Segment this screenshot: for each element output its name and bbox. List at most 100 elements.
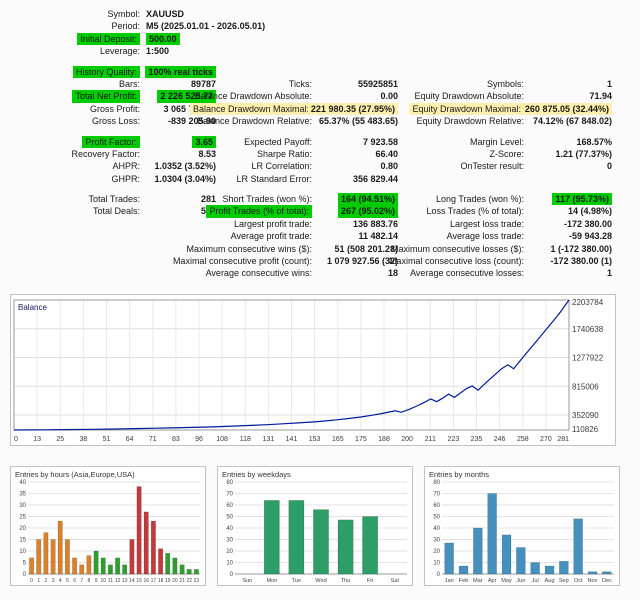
svg-text:281: 281 — [557, 436, 569, 443]
stat-label: Total Net Profit: — [72, 90, 140, 103]
svg-text:10: 10 — [19, 549, 26, 555]
stats-row: Maximum consecutive wins ($): 51 (508 201… — [10, 243, 630, 255]
stat-value: 14 (4.98%) — [567, 206, 612, 217]
svg-text:165: 165 — [332, 436, 344, 443]
svg-text:153: 153 — [309, 436, 321, 443]
bar-10 — [100, 557, 106, 575]
stat-label: Maximal consecutive loss (count): — [388, 256, 524, 267]
stat-value: 0 — [606, 161, 612, 172]
svg-text:3: 3 — [52, 578, 55, 584]
svg-text:9: 9 — [95, 578, 98, 584]
bars — [444, 493, 612, 575]
svg-text:0: 0 — [437, 572, 441, 578]
stats-row: Largest profit trade: 136 883.76 Largest l… — [10, 218, 630, 230]
svg-text:5: 5 — [66, 578, 69, 584]
stat-value: 168.57% — [576, 136, 612, 147]
svg-text:23: 23 — [194, 578, 200, 584]
svg-text:20: 20 — [226, 549, 233, 555]
bar-1 — [36, 539, 42, 575]
stat-label: Gross Loss: — [91, 116, 140, 127]
svg-text:40: 40 — [433, 526, 440, 532]
stat-value: 3.65 — [192, 135, 216, 148]
stat-label: Short Trades (won %): — [222, 194, 312, 205]
svg-text:Aug: Aug — [545, 578, 555, 584]
bar-Aug — [544, 565, 555, 575]
stat-label: Largest loss trade: — [449, 218, 524, 229]
stat-value: 1.0352 (3.52%) — [154, 161, 216, 172]
stat-value: 65.37% (55 483.65) — [318, 116, 398, 127]
svg-text:May: May — [501, 578, 512, 584]
svg-text:15: 15 — [19, 537, 26, 543]
stats-row: Profit Factor: 3.65 Expected Payoff: 7 923.… — [10, 135, 630, 148]
svg-text:Sep: Sep — [559, 578, 569, 584]
svg-text:141: 141 — [286, 436, 298, 443]
stats-row: Average consecutive wins: 18 Average conse… — [10, 267, 630, 279]
svg-text:71: 71 — [149, 436, 157, 443]
svg-text:200: 200 — [401, 436, 413, 443]
bar-18 — [158, 548, 164, 575]
svg-text:258: 258 — [517, 436, 529, 443]
bar-Apr — [487, 493, 497, 575]
balance-axis-labels: 110826 352090 815006 1277922 1740638 2203784 0… — [14, 298, 604, 443]
svg-text:80: 80 — [226, 480, 233, 486]
svg-text:17: 17 — [151, 578, 157, 584]
stat-value: -172 380.00 (1) — [550, 256, 612, 267]
bar-0 — [29, 557, 35, 575]
svg-text:Jul: Jul — [532, 578, 539, 584]
stat-value: 1 — [606, 268, 612, 279]
chart-title: Entries by weekdays — [222, 470, 291, 479]
svg-text:Wed: Wed — [315, 578, 326, 584]
svg-text:22: 22 — [187, 578, 193, 584]
summary-row: Initial Deposit: 500.00 — [10, 32, 630, 46]
svg-text:Sat: Sat — [390, 578, 399, 584]
stat-label: Average loss trade: — [446, 231, 524, 242]
svg-text:60: 60 — [433, 503, 440, 509]
stat-label: Margin Level: — [469, 136, 524, 147]
stat-label: Bars: — [118, 78, 140, 89]
svg-text:18: 18 — [158, 578, 164, 584]
stat-value: 66.40 — [375, 148, 398, 159]
stats-row: Gross Profit: 3 065 731.67Balance Drawdow… — [10, 102, 630, 116]
bars — [29, 486, 199, 575]
summary-label: Period: — [111, 21, 140, 32]
summary-label: Leverage: — [99, 46, 140, 57]
svg-text:1740638: 1740638 — [572, 325, 604, 334]
summary-label: Symbol: — [107, 9, 140, 19]
stat-label: Equity Drawdown Maximal: — [409, 102, 524, 116]
stat-label: History Quality: — [72, 65, 140, 78]
bar-20 — [172, 557, 178, 575]
svg-text:815006: 815006 — [572, 382, 599, 391]
svg-text:2203784: 2203784 — [572, 298, 604, 307]
stat-value: 0.00 — [380, 91, 398, 102]
stat-value: 136 883.76 — [352, 218, 398, 229]
axis-labels: 0 10 20 30 40 50 60 70 80 Sun Mon Tue Wed Thu Fri Sat — [226, 480, 399, 584]
stat-label: OnTester result: — [460, 161, 524, 172]
svg-text:2: 2 — [45, 578, 48, 584]
months-box-svg: Entries by months 0 10 20 30 40 50 60 70 80 Jan Fe… — [429, 470, 614, 584]
svg-text:40: 40 — [19, 480, 26, 486]
stats-section: History Quality: 100% real ticks Bars: 8978… — [10, 65, 630, 280]
balance-chart: 110826 352090 815006 1277922 1740638 2203784 0… — [10, 293, 616, 446]
svg-text:Mar: Mar — [473, 578, 483, 584]
svg-text:6: 6 — [73, 578, 76, 584]
svg-text:19: 19 — [165, 578, 171, 584]
stat-label: Profit Factor: — [82, 135, 140, 148]
bar-7 — [79, 564, 85, 575]
bar-22 — [186, 568, 192, 575]
stat-value: 51 (508 201.28) — [334, 243, 398, 254]
svg-text:25: 25 — [19, 514, 26, 520]
svg-text:38: 38 — [80, 436, 88, 443]
svg-text:223: 223 — [448, 436, 460, 443]
svg-text:Jan: Jan — [445, 578, 454, 584]
svg-text:21: 21 — [179, 578, 185, 584]
stat-value: 3 065 731.67 — [163, 103, 216, 114]
summary-value: XAUUSD — [146, 9, 185, 19]
bar-12 — [115, 557, 121, 575]
balance-line — [13, 299, 570, 431]
stat-label: Equity Drawdown Relative: — [416, 116, 524, 127]
svg-text:80: 80 — [433, 480, 440, 486]
svg-text:Oct: Oct — [574, 578, 583, 584]
bar-Thu — [337, 519, 354, 575]
summary-row: Symbol: XAUUSD — [10, 8, 630, 20]
